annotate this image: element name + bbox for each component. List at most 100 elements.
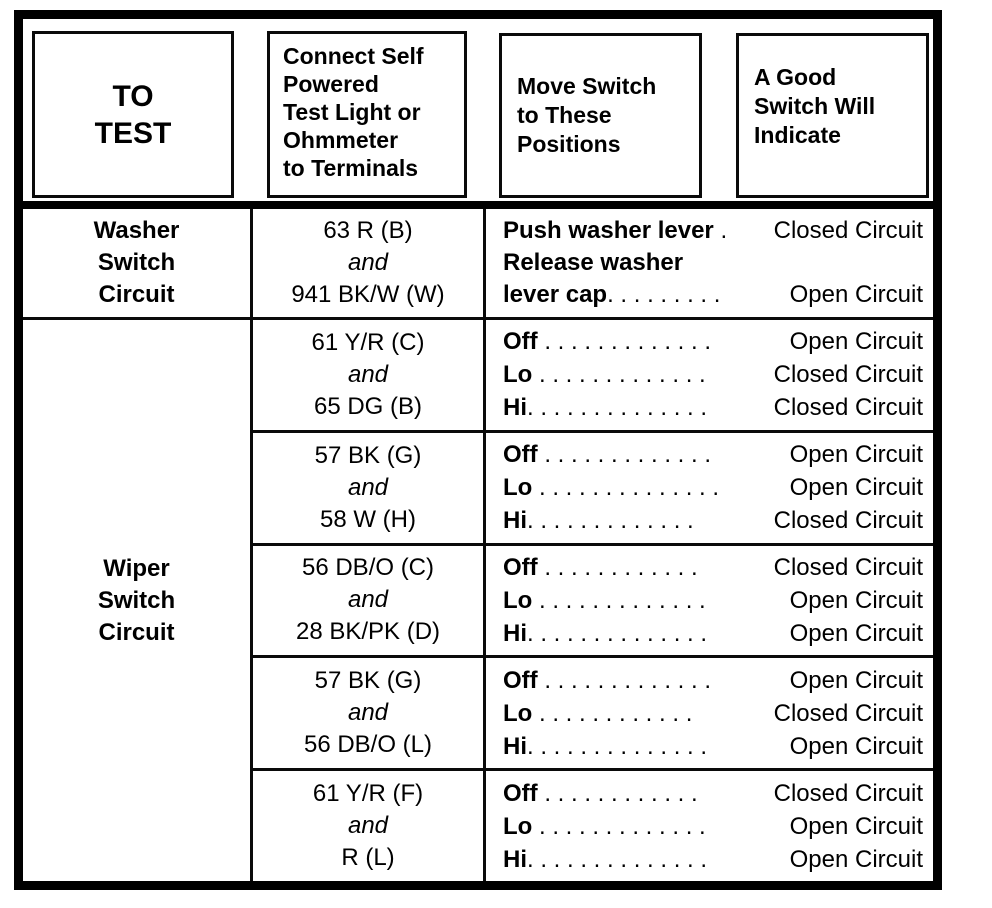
position-result-line: Lo . . . . . . . . . . . . . Closed Circ… bbox=[503, 358, 923, 391]
wiper-positions-cell: Off . . . . . . . . . . . . Closed Circu… bbox=[483, 768, 933, 881]
header-line: Switch Will bbox=[754, 93, 876, 119]
terminal-conjunction: and bbox=[347, 249, 389, 276]
wiper-positions-cell: Off . . . . . . . . . . . . . Open Circu… bbox=[483, 317, 933, 430]
position-result-line: Release washer bbox=[503, 247, 923, 279]
label-line: Switch bbox=[97, 586, 176, 614]
circuit-result: Closed Circuit bbox=[773, 217, 923, 244]
position-result-line: Off . . . . . . . . . . . . . Open Circu… bbox=[503, 325, 923, 358]
switch-position: Lo bbox=[503, 361, 533, 389]
dot-leader: . . . . . . . . . . . . . . bbox=[527, 619, 708, 647]
switch-position: Hi bbox=[503, 507, 527, 535]
circuit-result: Open Circuit bbox=[789, 474, 923, 502]
wiper-terminals-cell: 61 Y/R (C) and 65 DG (B) bbox=[250, 317, 483, 430]
position-result-line: Hi . . . . . . . . . . . . . . Open Circ… bbox=[503, 843, 923, 876]
header-cell-to-test: TO TEST bbox=[32, 31, 234, 198]
header-cell-switch-positions: Move Switch to These Positions bbox=[499, 33, 702, 198]
header-line: Powered bbox=[283, 71, 379, 97]
dot-leader: . . . . . . . . . bbox=[607, 281, 721, 308]
dot-leader: . . . . . . . . . . . . . bbox=[532, 361, 706, 389]
switch-position: Off bbox=[503, 779, 538, 807]
terminal-id: 941 BK/W (W) bbox=[291, 281, 445, 308]
position-result-line: Hi . . . . . . . . . . . . . Closed Circ… bbox=[503, 504, 923, 537]
terminal-conjunction: and bbox=[347, 360, 389, 388]
position-result-line: Lo . . . . . . . . . . . . Closed Circui… bbox=[503, 697, 923, 730]
header-line: Test Light or bbox=[283, 99, 421, 125]
table-body: Washer Switch Circuit 63 R (B) and 941 B… bbox=[23, 209, 933, 881]
position-result-line: Hi . . . . . . . . . . . . . . Open Circ… bbox=[503, 730, 923, 763]
position-result-line: Lo . . . . . . . . . . . . . . Open Circ… bbox=[503, 471, 923, 504]
switch-position: Off bbox=[503, 328, 538, 356]
terminal-id: 57 BK (G) bbox=[314, 441, 422, 469]
terminal-id: 63 R (B) bbox=[323, 217, 413, 244]
dot-leader: . . . . . . . . . . . . . bbox=[527, 507, 694, 535]
circuit-result: Open Circuit bbox=[789, 281, 923, 308]
circuit-result: Open Circuit bbox=[789, 328, 923, 356]
terminal-id: R (L) bbox=[341, 844, 395, 872]
terminal-id: 65 DG (B) bbox=[313, 392, 423, 420]
position-result-line: Lo . . . . . . . . . . . . . Open Circui… bbox=[503, 584, 923, 617]
circuit-result: Closed Circuit bbox=[773, 553, 923, 581]
terminal-conjunction: and bbox=[347, 473, 389, 501]
position-result-line: Off . . . . . . . . . . . . Closed Circu… bbox=[503, 777, 923, 810]
switch-position: Hi bbox=[503, 732, 527, 760]
label-line: Circuit bbox=[98, 281, 175, 308]
dot-leader: . . . . . . . . . . . . bbox=[537, 553, 698, 581]
position-result-line: Off . . . . . . . . . . . . . Open Circu… bbox=[503, 664, 923, 697]
switch-position: Lo bbox=[503, 474, 533, 502]
position-result-line: lever cap . . . . . . . . . Open Circuit bbox=[503, 279, 923, 311]
circuit-result: Open Circuit bbox=[789, 441, 923, 469]
switch-position: Hi bbox=[503, 394, 527, 422]
dot-leader: . . . . . . . . . . . . . bbox=[532, 812, 706, 840]
dot-leader: . . . . . . . . . . . . . bbox=[537, 328, 712, 356]
dot-leader: . . . . . . . . . . . . . . bbox=[527, 732, 708, 760]
terminal-conjunction: and bbox=[347, 812, 389, 840]
circuit-result: Open Circuit bbox=[789, 619, 923, 647]
terminal-id: 56 DB/O (L) bbox=[303, 731, 433, 759]
dot-leader: . . . . . . . . . . . . . bbox=[537, 666, 712, 694]
circuit-result: Closed Circuit bbox=[773, 699, 923, 727]
circuit-result: Open Circuit bbox=[789, 732, 923, 760]
circuit-result: Open Circuit bbox=[789, 586, 923, 614]
wiper-terminals-cell: 57 BK (G) and 56 DB/O (L) bbox=[250, 655, 483, 769]
dot-leader: . . . . . . . . . . . . bbox=[532, 699, 693, 727]
dot-leader: . . . . . . . . . . . . bbox=[537, 779, 698, 807]
header-line: TO bbox=[112, 79, 154, 113]
label-line: Switch bbox=[97, 249, 176, 276]
header-line: to Terminals bbox=[283, 155, 419, 181]
washer-circuit-label: Washer Switch Circuit bbox=[23, 209, 250, 317]
switch-position: Lo bbox=[503, 812, 533, 840]
wiper-terminals-cell: 57 BK (G) and 58 W (H) bbox=[250, 429, 483, 543]
wiper-terminals-cell: 61 Y/R (F) and R (L) bbox=[250, 768, 483, 881]
wiper-positions-cell: Off . . . . . . . . . . . . Closed Circu… bbox=[483, 542, 933, 656]
terminal-id: 57 BK (G) bbox=[314, 667, 422, 695]
washer-terminals-cell: 63 R (B) and 941 BK/W (W) bbox=[250, 209, 483, 317]
dot-leader: . . . . . . . . . . . . . . bbox=[532, 474, 720, 502]
terminal-conjunction: and bbox=[347, 586, 389, 614]
header-line: Connect Self bbox=[283, 43, 424, 69]
circuit-result: Open Circuit bbox=[789, 666, 923, 694]
position-result-line: Off . . . . . . . . . . . . . Open Circu… bbox=[503, 438, 923, 471]
terminal-id: 28 BK/PK (D) bbox=[295, 618, 441, 646]
position-result-line: Lo . . . . . . . . . . . . . Open Circui… bbox=[503, 810, 923, 843]
header-line: Positions bbox=[517, 131, 621, 157]
terminal-id: 61 Y/R (C) bbox=[311, 328, 425, 356]
header-line: A Good bbox=[754, 64, 837, 90]
label-line: Circuit bbox=[98, 618, 175, 646]
dot-leader: . bbox=[713, 217, 728, 244]
position-result-line: Hi . . . . . . . . . . . . . . Closed Ci… bbox=[503, 391, 923, 424]
switch-position: Off bbox=[503, 553, 538, 581]
switch-position: Hi bbox=[503, 619, 527, 647]
washer-positions-cell: Push washer lever . Closed Circuit Relea… bbox=[483, 209, 933, 317]
header-line: Move Switch bbox=[517, 73, 657, 99]
switch-position: Lo bbox=[503, 586, 533, 614]
circuit-result: Open Circuit bbox=[789, 812, 923, 840]
switch-position: Off bbox=[503, 441, 538, 469]
circuit-result: Closed Circuit bbox=[773, 361, 923, 389]
switch-position: Release washer bbox=[503, 249, 684, 276]
circuit-result: Closed Circuit bbox=[773, 779, 923, 807]
header-line: to These bbox=[517, 102, 612, 128]
dot-leader: . . . . . . . . . . . . . . bbox=[527, 845, 708, 873]
wiper-terminals-cell: 56 DB/O (C) and 28 BK/PK (D) bbox=[250, 542, 483, 656]
position-result-line: Push washer lever . Closed Circuit bbox=[503, 215, 923, 247]
header-line: Indicate bbox=[754, 122, 841, 148]
